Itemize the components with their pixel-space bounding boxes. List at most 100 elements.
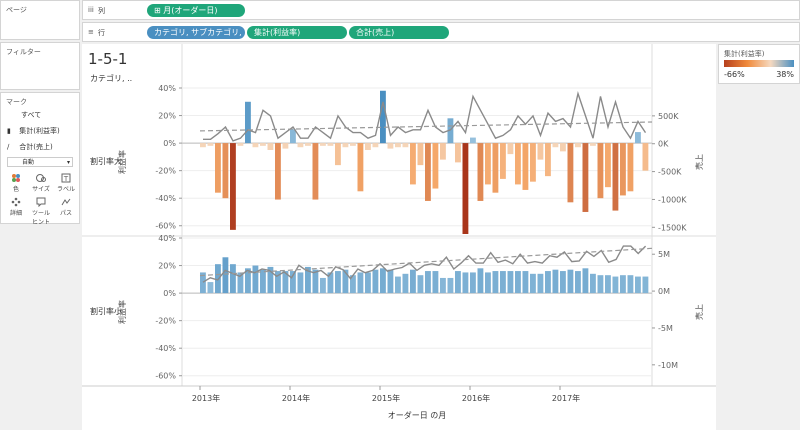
profit-ratio-bar: [380, 90, 386, 144]
profit-ratio-bar: [440, 143, 446, 160]
label-button[interactable]: T ラベル: [57, 173, 75, 193]
path-button[interactable]: パス: [57, 197, 75, 217]
profit-ratio-bar: [545, 143, 551, 177]
profit-ratio-bar: [282, 143, 289, 149]
profit-ratio-bar: [245, 101, 251, 144]
profit-ratio-bar: [417, 275, 424, 294]
profit-ratio-bar: [477, 268, 484, 294]
columns-shelf[interactable]: iii 列 ⊞ 月(オーダー日): [82, 0, 800, 20]
sales-line: [202, 245, 647, 283]
rows-icon: ≡: [88, 28, 94, 36]
mark-button-label: 色: [12, 186, 19, 193]
detail-button[interactable]: 詳細: [7, 197, 25, 217]
profit-ratio-bar: [612, 276, 619, 294]
marks-item-profit-ratio[interactable]: ▮ 集計(利益率): [7, 126, 60, 136]
pane-header: 割引率大: [90, 156, 122, 166]
marks-title: マーク: [6, 98, 27, 106]
color-button[interactable]: 色: [7, 173, 25, 193]
profit-ratio-bar: [425, 143, 431, 201]
profit-ratio-bar: [575, 271, 581, 294]
y-right-axis-title: 売上: [694, 154, 704, 170]
date-icon: ⊞: [154, 6, 164, 15]
profit-ratio-bar: [635, 276, 641, 294]
profit-ratio-bar: [380, 268, 386, 294]
rows-pill-category[interactable]: カテゴリ, サブカテゴリ, ..: [147, 26, 245, 39]
x-tick-label: 2013年: [192, 393, 220, 403]
marks-card: マーク すべて ▮ 集計(利益率) ∕ 合計(売上) 自動 ▾ 色 サイズ T …: [0, 92, 80, 226]
sales-trend-line: [199, 121, 653, 132]
profit-ratio-bar: [597, 143, 604, 199]
pill-label: 月(オーダー日): [163, 6, 218, 15]
profit-ratio-bar: [620, 275, 626, 294]
pane-header: 割引率小: [90, 306, 122, 316]
profit-ratio-bar: [530, 143, 536, 182]
tooltip-button[interactable]: ツールヒント: [32, 197, 50, 226]
profit-ratio-bar: [237, 143, 244, 146]
rows-label: 行: [98, 29, 105, 37]
y-left-axis-title: 利益率: [117, 300, 127, 324]
profit-ratio-bar: [342, 269, 349, 294]
filters-card[interactable]: フィルター: [0, 42, 80, 90]
y-left-tick-label: -40%: [155, 344, 176, 353]
label-icon: T: [61, 173, 71, 183]
profit-ratio-bar: [222, 257, 229, 294]
profit-ratio-bar: [387, 269, 394, 294]
profit-ratio-bar: [402, 143, 409, 148]
profit-ratio-bar: [515, 271, 521, 294]
chevron-down-icon: ▾: [66, 159, 70, 166]
pages-card: ページ: [0, 0, 80, 40]
y-left-tick-label: -40%: [155, 194, 176, 203]
profit-ratio-bar: [410, 143, 416, 185]
profit-ratio-bar: [545, 271, 551, 294]
profit-ratio-bar: [335, 271, 341, 294]
legend-gradient: [724, 60, 794, 67]
marks-item-sales[interactable]: ∕ 合計(売上): [7, 142, 53, 152]
columns-pill-month[interactable]: ⊞ 月(オーダー日): [147, 4, 245, 17]
columns-label: 列: [98, 7, 105, 15]
profit-ratio-bar: [207, 282, 214, 294]
pill-label: 集計(利益率): [254, 28, 301, 37]
bar-chart-icon: ▮: [7, 127, 11, 135]
profit-ratio-bar: [500, 143, 506, 179]
tooltip-icon: [36, 197, 46, 207]
profit-ratio-bar: [582, 268, 589, 294]
color-legend[interactable]: 集計(利益率) -66% 38%: [718, 44, 800, 84]
x-tick-label: 2015年: [372, 393, 400, 403]
profit-ratio-bar: [642, 143, 649, 171]
mark-type-dropdown[interactable]: 自動 ▾: [7, 157, 73, 167]
profit-ratio-bar: [560, 143, 566, 152]
marks-item-label: 合計(売上): [19, 143, 53, 151]
profit-ratio-bar: [552, 143, 559, 148]
profit-ratio-bar: [290, 129, 296, 144]
profit-ratio-bar: [597, 275, 604, 294]
y-right-tick-label: 0K: [658, 140, 669, 149]
rows-pill-profit-ratio[interactable]: 集計(利益率): [247, 26, 347, 39]
y-left-tick-label: -60%: [155, 222, 176, 231]
row-header-label: カテゴリ, ..: [90, 73, 132, 83]
profit-ratio-bar: [327, 272, 334, 294]
profit-ratio-bar: [350, 143, 356, 146]
y-left-tick-label: 0%: [163, 139, 176, 148]
mark-button-label: パス: [59, 210, 72, 217]
profit-ratio-bar: [522, 271, 529, 294]
profit-ratio-bar: [507, 143, 514, 155]
profit-ratio-bar: [455, 143, 461, 163]
marks-item-all[interactable]: すべて: [21, 110, 41, 120]
profit-ratio-bar: [267, 143, 274, 150]
profit-ratio-bar: [290, 271, 296, 294]
profit-ratio-bar: [432, 271, 439, 294]
profit-ratio-bar: [410, 269, 416, 294]
profit-ratio-bar: [252, 265, 259, 294]
y-right-tick-label: -10M: [658, 361, 678, 370]
profit-ratio-bar: [305, 143, 311, 146]
rows-pill-sales[interactable]: 合計(売上): [349, 26, 449, 39]
profit-ratio-bar: [395, 143, 401, 148]
profit-ratio-bar: [590, 143, 596, 146]
size-button[interactable]: サイズ: [32, 173, 50, 193]
filters-title: フィルター: [6, 48, 41, 56]
profit-ratio-bar: [372, 269, 379, 294]
profit-ratio-bar: [230, 143, 236, 230]
rows-shelf[interactable]: ≡ 行 カテゴリ, サブカテゴリ, .. 集計(利益率) 合計(売上): [82, 22, 800, 42]
y-right-tick-label: 5M: [658, 250, 670, 259]
